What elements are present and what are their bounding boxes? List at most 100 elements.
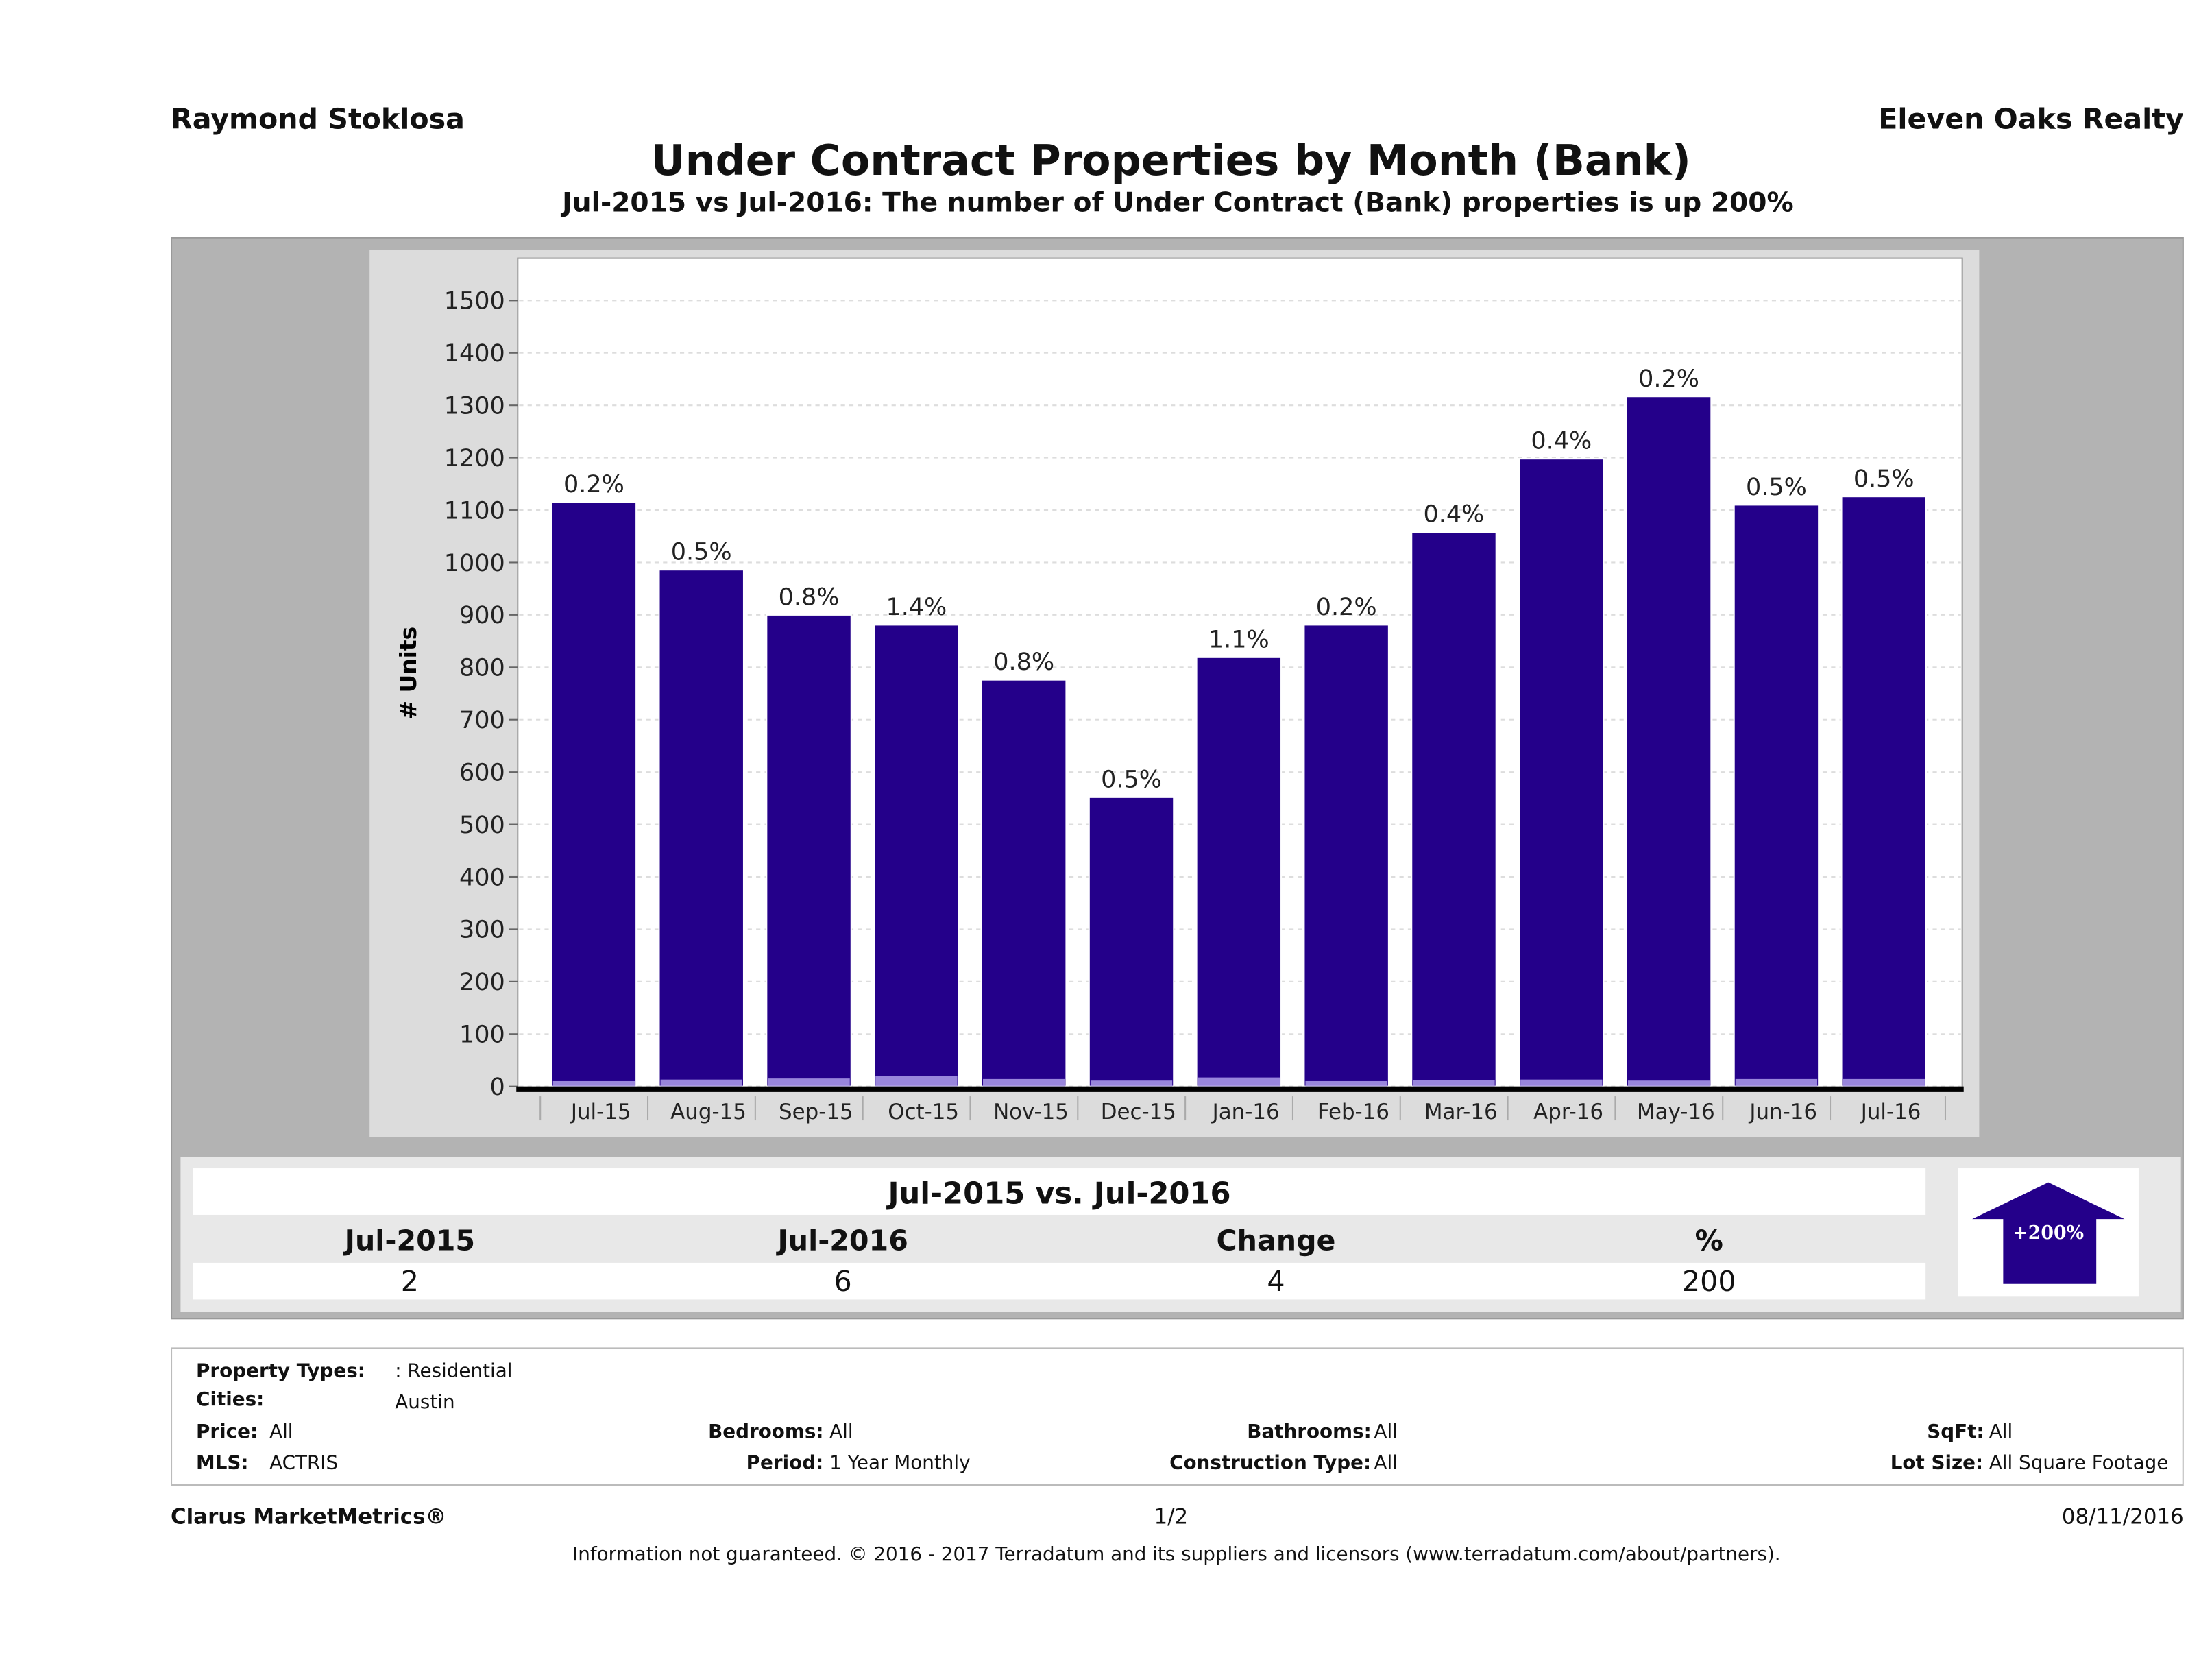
filter-label: Lot Size: [1890,1451,1984,1475]
x-tick-label: Jul-15 [570,1100,631,1124]
summary-values-row: 2 6 4 200 [193,1262,1926,1300]
x-tick-label: Mar-16 [1424,1100,1498,1124]
disclaimer: Information not guaranteed. © 2016 - 201… [572,1543,1781,1567]
filter-label: Price: [196,1421,258,1444]
data-label: 1.1% [1208,626,1269,653]
data-label: 0.2% [1638,365,1699,393]
summary-title-row: Jul-2015 vs. Jul-2016 [193,1168,1926,1215]
bar-total [550,501,637,1087]
page-number: 1/2 [1154,1503,1189,1530]
summary-header: Change [1216,1223,1336,1257]
data-label: 0.5% [671,539,732,566]
x-tick-label: Jun-16 [1748,1100,1817,1124]
filter-label: MLS: [196,1451,249,1475]
bar-bank [1843,1078,1925,1087]
filter-label: Bathrooms: [1247,1421,1372,1444]
summary-value: 4 [1267,1264,1285,1298]
bar-total [1733,504,1820,1087]
data-label: 0.8% [993,649,1054,676]
filter-value: Austin [395,1391,455,1414]
filter-value: All [1989,1421,2013,1444]
filter-value: All [829,1421,853,1444]
brand-name: Clarus MarketMetrics® [171,1503,447,1530]
data-label: 1.4% [886,594,947,621]
y-tick-label: 1400 [444,340,505,367]
x-tick-label: Dec-15 [1101,1100,1176,1124]
summary-header: Jul-2015 [344,1223,476,1257]
data-label: 0.2% [1316,594,1377,621]
data-label: 0.8% [779,583,840,611]
y-tick-label: 600 [459,759,505,786]
y-tick-label: 800 [459,655,505,682]
y-tick-label: 1100 [444,497,505,524]
bar-bank [983,1078,1065,1087]
y-tick-label: 400 [459,864,505,891]
bar-bank [1735,1078,1818,1087]
filter-value: All [1374,1451,1398,1475]
filter-label: Bedrooms: [708,1421,824,1444]
x-tick-label: Apr-16 [1533,1100,1603,1124]
y-tick-label: 100 [459,1022,505,1049]
x-tick-label: Jan-16 [1211,1100,1280,1124]
bar-bank [1520,1079,1603,1087]
data-label: 0.5% [1101,766,1162,793]
x-tick-label: Jul-16 [1860,1100,1921,1124]
broker-name: Eleven Oaks Realty [1878,101,2184,136]
report-subtitle: Jul-2015 vs Jul-2016: The number of Unde… [562,187,1794,219]
bar-total [1411,531,1497,1087]
filter-value: : Residential [395,1360,513,1383]
bar-bank [1090,1080,1173,1087]
bar-bank [768,1078,850,1087]
y-tick-label: 900 [459,602,505,629]
data-label: 0.5% [1854,466,1915,493]
filter-value: All [269,1421,293,1444]
data-label: 0.5% [1746,474,1807,501]
filter-label: Construction Type: [1169,1451,1372,1475]
x-axis [516,1086,1964,1092]
filter-value: All Square Footage [1989,1451,2169,1475]
bar-total [1840,496,1928,1087]
bar-total [1518,458,1605,1087]
x-tick-label: Aug-15 [670,1100,746,1124]
bar-total [658,569,745,1087]
summary-value: 2 [400,1264,419,1298]
bar-bank [552,1080,635,1087]
agent-name: Raymond Stoklosa [171,101,465,136]
bar-bank [660,1079,742,1087]
bar-bank [1198,1077,1280,1087]
y-tick-label: 700 [459,707,505,734]
bar-bank [1305,1080,1387,1087]
x-tick-label: May-16 [1637,1100,1715,1124]
x-tick-label: Feb-16 [1317,1100,1389,1124]
filter-label: Property Types: [196,1360,365,1383]
bar-total [1088,796,1175,1087]
summary-value: 200 [1681,1264,1736,1298]
bar-total [980,679,1067,1087]
summary-header: % [1694,1223,1723,1257]
y-tick-label: 500 [459,812,505,839]
data-label: 0.4% [1531,428,1592,455]
change-indicator: +200% [1958,1168,2139,1297]
bar-chart: 0 100 200 300 400 500 600 700 800 900 1000 1100 1200… [395,257,1964,1124]
y-tick-label: 1500 [444,288,505,315]
summary-value: 6 [834,1264,852,1298]
bar-total [1195,656,1283,1087]
report-date: 08/11/2016 [2061,1503,2184,1530]
data-label: 0.2% [563,471,624,498]
bar-total [1625,396,1712,1087]
bar-total [766,614,852,1087]
filters-box: Property Types: : Residential Cities: Au… [171,1347,2184,1486]
y-tick-label: 300 [459,917,505,944]
bar-bank [1627,1080,1710,1087]
summary-header: Jul-2016 [777,1223,908,1257]
y-axis-label: # Units [395,627,422,720]
arrow-up-icon: +200% [1972,1182,2125,1284]
filter-label: SqFt: [1927,1421,1984,1444]
arrow-label: +200% [2013,1222,2084,1244]
summary-header-row: Jul-2015 Jul-2016 Change % [193,1216,1925,1261]
x-tick-label: Nov-15 [993,1100,1069,1124]
filter-value: ACTRIS [269,1451,339,1475]
filter-label: Cities: [196,1388,265,1411]
filter-label: Period: [746,1451,824,1475]
